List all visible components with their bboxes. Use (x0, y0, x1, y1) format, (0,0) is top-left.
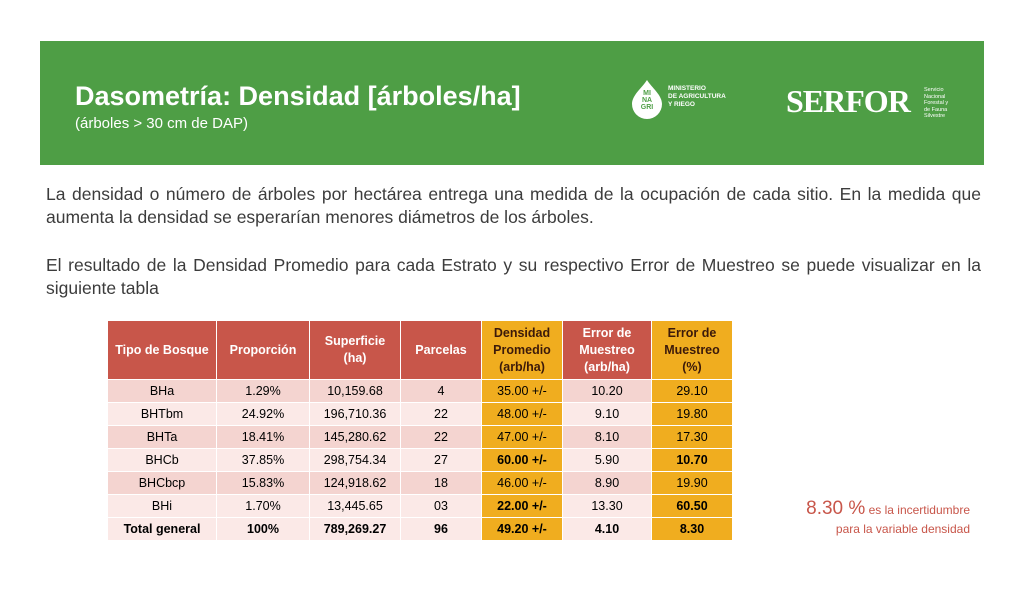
minagri-drop-icon (632, 80, 662, 119)
table-row: BHTbm 24.92% 196,710.36 22 48.00 +/- 9.1… (107, 402, 733, 426)
cell-superficie: 196,710.36 (309, 402, 401, 426)
header-banner: Dasometría: Densidad [árboles/ha] (árbol… (40, 41, 984, 165)
serfor-logo: SERFOR Servicio Nacional Forestal y de F… (786, 83, 948, 123)
col-header-parcelas: Parcelas (400, 320, 482, 380)
table-total-row: Total general 100% 789,269.27 96 49.20 +… (107, 517, 733, 541)
cell-parcelas: 18 (400, 471, 482, 495)
col-header-error-pct: Error de Muestreo (%) (651, 320, 733, 380)
cell-tipo: BHa (107, 379, 217, 403)
cell-superficie: 124,918.62 (309, 471, 401, 495)
cell-superficie: 145,280.62 (309, 425, 401, 449)
serfor-sub-line: Servicio (924, 87, 944, 93)
col-header-superficie: Superficie (ha) (309, 320, 401, 380)
cell-proporcion: 18.41% (216, 425, 310, 449)
minagri-mark-text: MI NA GRI (630, 90, 664, 111)
cell-proporcion: 100% (216, 517, 310, 541)
cell-error-arb: 4.10 (562, 517, 652, 541)
cell-densidad: 47.00 +/- (481, 425, 563, 449)
cell-tipo: BHCbcp (107, 471, 217, 495)
cell-superficie: 789,269.27 (309, 517, 401, 541)
intro-paragraph: La densidad o número de árboles por hect… (46, 184, 981, 227)
table-row: BHCb 37.85% 298,754.34 27 60.00 +/- 5.90… (107, 448, 733, 472)
cell-parcelas: 4 (400, 379, 482, 403)
minagri-logo: MI NA GRI MINISTERIO DE AGRICULTURA Y RI… (630, 77, 750, 121)
cell-superficie: 10,159.68 (309, 379, 401, 403)
cell-error-pct: 60.50 (651, 494, 733, 518)
cell-parcelas: 03 (400, 494, 482, 518)
cell-error-arb: 9.10 (562, 402, 652, 426)
minagri-line: DE AGRICULTURA (668, 93, 726, 100)
table-intro-paragraph: El resultado de la Densidad Promedio par… (46, 255, 981, 298)
cell-parcelas: 22 (400, 402, 482, 426)
cell-proporcion: 1.70% (216, 494, 310, 518)
density-table: Tipo de Bosque Proporción Superficie (ha… (107, 320, 733, 541)
cell-tipo: Total general (107, 517, 217, 541)
cell-parcelas: 96 (400, 517, 482, 541)
cell-parcelas: 27 (400, 448, 482, 472)
cell-error-pct: 29.10 (651, 379, 733, 403)
cell-parcelas: 22 (400, 425, 482, 449)
serfor-sub-line: Nacional (924, 93, 946, 100)
cell-error-arb: 8.90 (562, 471, 652, 495)
cell-tipo: BHi (107, 494, 217, 518)
serfor-sub-line: Silvestre (924, 113, 946, 119)
uncertainty-note: 8.30 % es la incertidumbre para la varia… (760, 498, 970, 536)
serfor-subtitle: Servicio Nacional Forestal y de Fauna Si… (924, 87, 958, 120)
uncertainty-text-2: para la variable densidad (835, 522, 970, 536)
cell-tipo: BHTbm (107, 402, 217, 426)
col-header-error-arb: Error de Muestreo (arb/ha) (562, 320, 652, 380)
minagri-mark-line: NA (641, 97, 653, 104)
uncertainty-value: 8.30 % (806, 498, 866, 519)
cell-error-pct: 19.80 (651, 402, 733, 426)
cell-proporcion: 24.92% (216, 402, 310, 426)
minagri-mark-line: MI (643, 90, 651, 97)
cell-error-arb: 5.90 (562, 448, 652, 472)
table-row: BHTa 18.41% 145,280.62 22 47.00 +/- 8.10… (107, 425, 733, 449)
cell-tipo: BHTa (107, 425, 217, 449)
page-subtitle: (árboles > 30 cm de DAP) (75, 115, 248, 132)
table-row: BHCbcp 15.83% 124,918.62 18 46.00 +/- 8.… (107, 471, 733, 495)
page-title: Dasometría: Densidad [árboles/ha] (75, 81, 521, 111)
cell-superficie: 13,445.65 (309, 494, 401, 518)
cell-error-arb: 8.10 (562, 425, 652, 449)
cell-densidad: 48.00 +/- (481, 402, 563, 426)
cell-superficie: 298,754.34 (309, 448, 401, 472)
table-row: BHi 1.70% 13,445.65 03 22.00 +/- 13.30 6… (107, 494, 733, 518)
cell-densidad: 46.00 +/- (481, 471, 563, 495)
cell-tipo: BHCb (107, 448, 217, 472)
col-header-densidad: Densidad Promedio (arb/ha) (481, 320, 563, 380)
serfor-wordmark: SERFOR (786, 83, 911, 119)
table-row: BHa 1.29% 10,159.68 4 35.00 +/- 10.20 29… (107, 379, 733, 403)
cell-error-pct: 19.90 (651, 471, 733, 495)
minagri-line: Y RIEGO (668, 101, 695, 108)
serfor-sub-line: Forestal y (924, 100, 949, 106)
minagri-mark-line: GRI (640, 104, 654, 111)
cell-densidad: 60.00 +/- (481, 448, 563, 472)
cell-densidad: 49.20 +/- (481, 517, 563, 541)
cell-proporcion: 37.85% (216, 448, 310, 472)
cell-error-arb: 13.30 (562, 494, 652, 518)
cell-densidad: 35.00 +/- (481, 379, 563, 403)
minagri-line: MINISTERIO (668, 85, 706, 92)
col-header-proporcion: Proporción (216, 320, 310, 380)
cell-error-pct: 17.30 (651, 425, 733, 449)
cell-error-pct: 10.70 (651, 448, 733, 472)
cell-densidad: 22.00 +/- (481, 494, 563, 518)
col-header-tipo: Tipo de Bosque (107, 320, 217, 380)
table-header-row: Tipo de Bosque Proporción Superficie (ha… (107, 320, 733, 380)
cell-error-arb: 10.20 (562, 379, 652, 403)
minagri-text: MINISTERIO DE AGRICULTURA Y RIEGO (668, 85, 748, 109)
cell-proporcion: 15.83% (216, 471, 310, 495)
cell-error-pct: 8.30 (651, 517, 733, 541)
serfor-sub-line: de Fauna (924, 106, 948, 113)
uncertainty-text-1: es la incertidumbre (865, 503, 970, 517)
cell-proporcion: 1.29% (216, 379, 310, 403)
